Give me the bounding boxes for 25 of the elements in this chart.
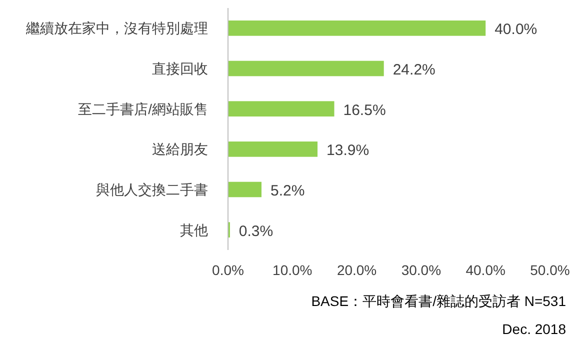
data-label: 13.9% <box>326 142 370 160</box>
data-label: 5.2% <box>270 182 305 200</box>
x-tick-label: 0.0% <box>212 262 244 278</box>
y-tick-label: 送給朋友 <box>152 141 208 158</box>
data-label: 24.2% <box>392 62 436 78</box>
x-tick-label: 40.0% <box>466 262 506 278</box>
bar <box>228 142 318 157</box>
x-tick-label: 20.0% <box>336 262 377 278</box>
bar <box>228 20 486 36</box>
x-tick-label: 50.0% <box>530 262 570 278</box>
y-tick-label: 其他 <box>180 222 208 238</box>
data-label: 0.3% <box>238 222 274 240</box>
y-tick-label: 至二手書店/網站販售 <box>78 100 208 117</box>
data-label: 40.0% <box>494 21 538 38</box>
bar <box>228 182 262 198</box>
x-tick-label: 10.0% <box>272 262 312 278</box>
x-tick-label: 30.0% <box>401 262 442 278</box>
text: Dec. 2018 <box>502 321 566 337</box>
y-tick-label: 繼續放在家中，沒有特別處理 <box>25 20 208 36</box>
y-tick-label: 與他人交換二手書 <box>96 182 208 198</box>
y-tick-label: 直接回收 <box>152 60 208 76</box>
bar <box>228 60 384 76</box>
data-label: 16.5% <box>343 102 386 119</box>
text: BASE：平時會看書/雜誌的受訪者 N=531 <box>311 293 566 309</box>
bar <box>228 101 334 116</box>
